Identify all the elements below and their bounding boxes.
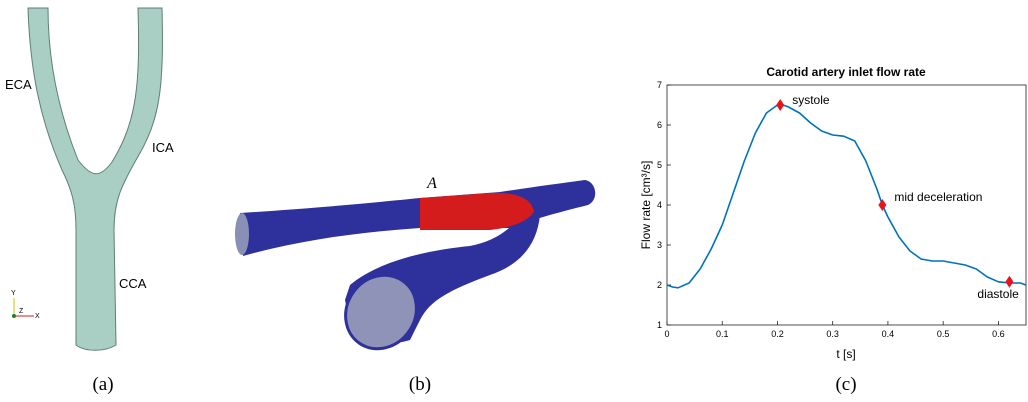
x-tick-label: 0.3 [826, 329, 839, 339]
x-tick-label: 0.1 [716, 329, 729, 339]
x-tick-label: 0 [664, 329, 669, 339]
label: CCA [119, 276, 147, 291]
x-tick-label: 0.6 [992, 329, 1005, 339]
marker-label: diastole [977, 287, 1019, 301]
y-tick-label: 1 [657, 320, 662, 330]
vessel [240, 180, 596, 256]
marker [776, 99, 785, 111]
chart-title: Carotid artery inlet flow rate [766, 65, 926, 79]
axis-label: Z [19, 308, 24, 315]
marker-label: systole [792, 93, 830, 107]
marker [1005, 275, 1014, 288]
caption: (a) [92, 374, 113, 395]
axis-label: X [35, 313, 40, 320]
y-tick-label: 6 [657, 120, 662, 130]
plot-frame [666, 84, 1027, 326]
y-tick-label: 3 [657, 240, 662, 250]
x-axis-label: t [s] [836, 347, 855, 361]
label: ECA [5, 77, 32, 92]
artery-model [27, 7, 163, 351]
vessel-end [344, 273, 418, 351]
y-tick-label: 4 [657, 200, 662, 210]
caption: (b) [409, 374, 431, 395]
region [420, 192, 534, 230]
label: ICA [152, 140, 174, 155]
y-tick-label: 2 [657, 280, 662, 290]
y-tick-label: 5 [657, 160, 662, 170]
y-tick-label: 7 [657, 80, 662, 90]
x-tick-label: 0.2 [771, 329, 784, 339]
axis-label: Y [11, 290, 16, 297]
marker [878, 199, 887, 211]
x-tick-label: 0.5 [937, 329, 950, 339]
flow-line [666, 104, 1027, 289]
y-axis-label: Flow rate [cm³/s] [639, 161, 653, 250]
caption: (c) [835, 374, 856, 395]
vessel-end [235, 213, 249, 255]
axes-glyph: Y Z X [11, 290, 40, 320]
x-tick-label: 0.4 [882, 329, 895, 339]
marker-label: mid deceleration [894, 190, 982, 204]
label: A [426, 175, 437, 192]
